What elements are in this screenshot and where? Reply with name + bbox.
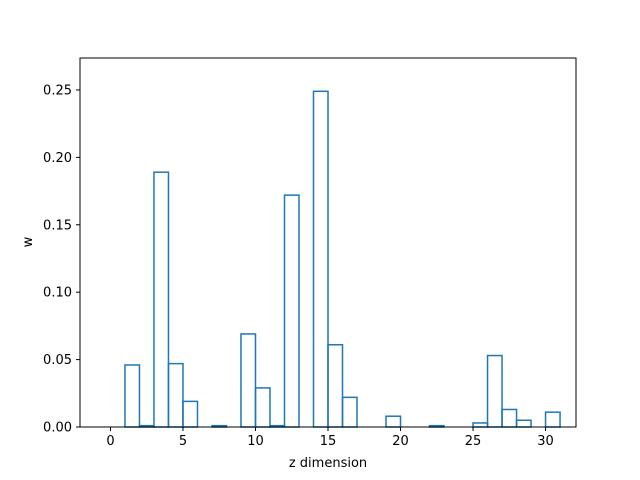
x-tick-label: 0 <box>106 434 114 449</box>
y-tick-label: 0.05 <box>43 353 72 368</box>
y-tick-label: 0.25 <box>43 83 72 98</box>
y-tick-label: 0.20 <box>43 151 72 166</box>
x-tick-label: 15 <box>320 434 337 449</box>
x-tick-label: 20 <box>392 434 409 449</box>
y-tick-label: 0.10 <box>43 286 72 301</box>
y-tick-label: 0.00 <box>43 421 72 436</box>
x-tick-label: 10 <box>247 434 264 449</box>
y-tick-label: 0.15 <box>43 218 72 233</box>
y-axis-label: w <box>21 236 36 247</box>
x-tick-label: 5 <box>179 434 187 449</box>
axes: 0 5 10 15 20 25 30 0.00 0.05 0.10 0.15 0.20 0.25 <box>43 57 577 449</box>
x-axis-label: z dimension <box>289 456 367 471</box>
x-tick-label: 30 <box>537 434 554 449</box>
x-tick-label: 25 <box>465 434 482 449</box>
